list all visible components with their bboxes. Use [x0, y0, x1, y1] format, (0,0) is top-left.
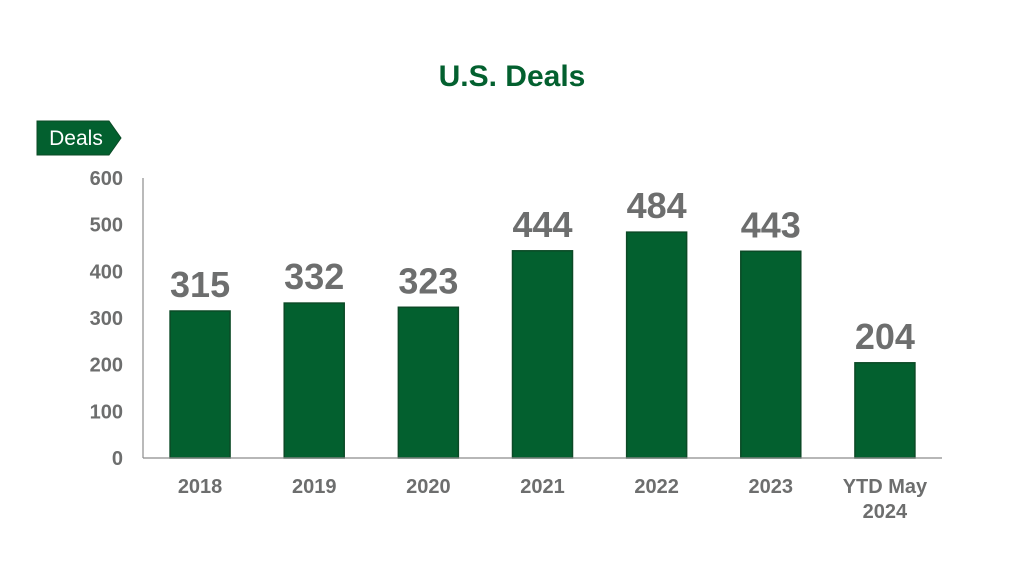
data-label: 315: [170, 264, 230, 305]
x-tick-label: 2018: [178, 476, 223, 498]
y-tick-label: 400: [90, 261, 123, 283]
x-tick-label: 2021: [520, 476, 565, 498]
data-label: 444: [512, 204, 572, 245]
bar: [511, 250, 574, 459]
x-tick-label-line: 2022: [634, 476, 679, 498]
x-axis-ticks: 2018 2019 2020 2021 2022 2023 YTD May 2024: [178, 476, 928, 523]
bar: [169, 310, 231, 459]
x-tick-label-line: 2024: [863, 501, 908, 523]
data-label: 204: [855, 316, 915, 357]
x-tick-label-line: 2019: [292, 476, 337, 498]
x-tick-label: 2023: [749, 476, 794, 498]
y-axis-ticks: 0 100 200 300 400 500 600: [90, 168, 123, 470]
bar: [625, 231, 688, 459]
x-tick-label-line: 2023: [749, 476, 794, 498]
x-tick-label-line: 2018: [178, 476, 223, 498]
y-tick-label: 600: [90, 168, 123, 190]
y-tick-label: 500: [90, 215, 123, 237]
bar: [283, 302, 345, 459]
data-labels: 315 332 323 444 484 443 204: [170, 185, 915, 357]
data-label: 484: [627, 185, 687, 226]
data-label: 323: [398, 260, 458, 301]
bar: [740, 250, 802, 459]
data-label: 443: [741, 204, 801, 245]
y-axis-label-tag: Deals: [36, 120, 122, 156]
data-label: 332: [284, 256, 344, 297]
x-tick-label: 2020: [406, 476, 451, 498]
y-tick-label: 300: [90, 308, 123, 330]
y-axis-label-tag-shape: [36, 120, 122, 156]
x-tick-label-line: YTD May: [843, 476, 928, 498]
x-tick-label-line: 2020: [406, 476, 451, 498]
bars: [169, 231, 916, 459]
x-tick-label: 2019: [292, 476, 337, 498]
chart-title: U.S. Deals: [439, 60, 586, 93]
y-tick-label: 200: [90, 355, 123, 377]
x-tick-label: YTD May 2024: [843, 476, 928, 523]
y-axis-label: Deals: [49, 127, 103, 150]
x-tick-label: 2022: [634, 476, 679, 498]
y-tick-label: 0: [112, 448, 123, 470]
y-tick-label: 100: [90, 401, 123, 423]
bar: [854, 362, 916, 459]
bar: [397, 306, 460, 459]
x-tick-label-line: 2021: [520, 476, 565, 498]
